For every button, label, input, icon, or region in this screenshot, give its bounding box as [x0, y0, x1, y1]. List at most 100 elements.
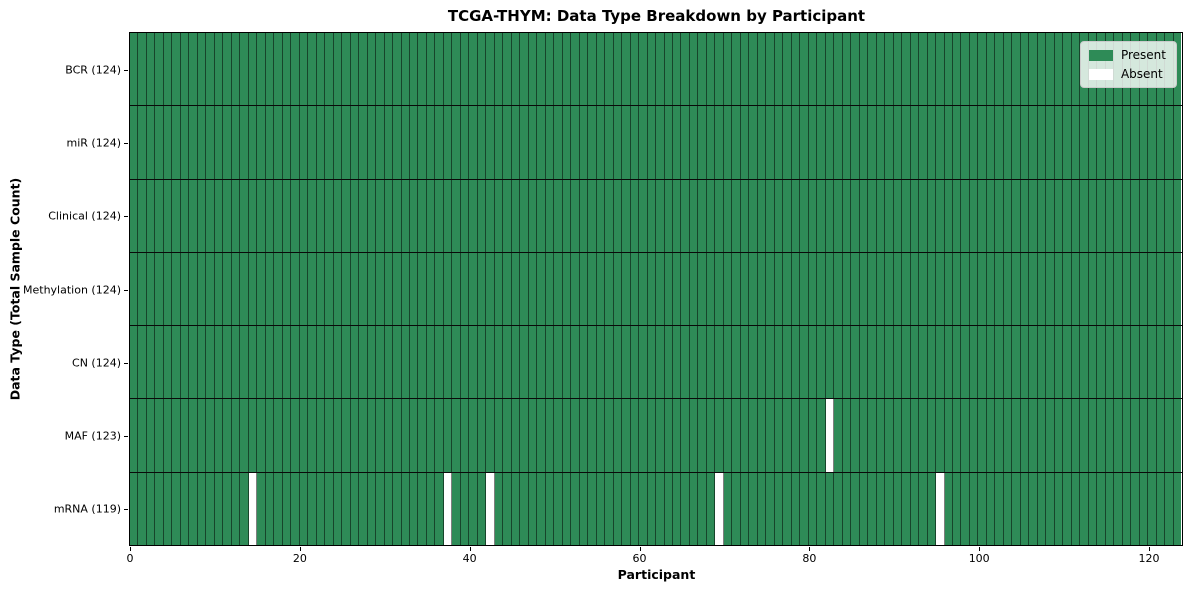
cell-present: [316, 252, 326, 326]
cell-present: [622, 472, 631, 545]
cell-present: [503, 106, 512, 179]
cell-present: [630, 106, 640, 179]
cell-present: [656, 399, 665, 472]
cell-present: [893, 179, 903, 252]
cell-present: [757, 472, 767, 545]
cell-present: [834, 252, 843, 326]
cell-present: [978, 252, 987, 326]
cell-present: [885, 179, 894, 252]
cell-present: [520, 472, 529, 545]
cell-present: [562, 399, 572, 472]
cell-present: [1054, 326, 1064, 399]
cell-present: [1063, 106, 1072, 179]
cell-present: [1063, 472, 1072, 545]
cell-present: [282, 252, 292, 326]
cell-present: [265, 252, 275, 326]
cell-present: [435, 472, 444, 545]
cell-present: [622, 399, 631, 472]
cell-present: [766, 399, 775, 472]
cell-present: [469, 33, 478, 106]
cell-present: [231, 106, 241, 179]
cell-present: [859, 106, 869, 179]
cell-present: [1156, 472, 1166, 545]
cell-present: [689, 179, 699, 252]
cell-present: [893, 106, 903, 179]
cell-present: [605, 179, 614, 252]
cell-present: [1097, 252, 1106, 326]
y-tick-mark: [124, 509, 128, 511]
cell-present: [1012, 472, 1021, 545]
cell-present: [1114, 252, 1123, 326]
cell-present: [986, 106, 996, 179]
cell-present: [732, 33, 741, 106]
cell-present: [189, 252, 198, 326]
cell-present: [1131, 252, 1140, 326]
cell-present: [961, 33, 970, 106]
cell-present: [393, 106, 402, 179]
cell-present: [749, 33, 758, 106]
cell-present: [749, 399, 758, 472]
cell-present: [180, 472, 190, 545]
cell-present: [944, 33, 953, 106]
cell-present: [1148, 106, 1157, 179]
cell-present: [876, 179, 886, 252]
cell-present: [274, 326, 283, 399]
cell-present: [681, 472, 690, 545]
cell-present: [706, 326, 716, 399]
cell-present: [664, 252, 673, 326]
cell-present: [842, 399, 852, 472]
cell-present: [155, 106, 164, 179]
cell-present: [172, 399, 181, 472]
cell-present: [172, 106, 181, 179]
cell-present: [808, 179, 818, 252]
cell-present: [732, 252, 741, 326]
cell-present: [350, 399, 360, 472]
cell-present: [1173, 106, 1182, 179]
cell-present: [350, 179, 360, 252]
cell-present: [1029, 252, 1038, 326]
cell-present: [791, 252, 801, 326]
cell-present: [452, 252, 461, 326]
cell-present: [876, 106, 886, 179]
legend-item-present: Present: [1088, 48, 1166, 62]
cell-present: [554, 252, 563, 326]
heatmap-row-mrna: [130, 471, 1182, 545]
cell-present: [698, 399, 707, 472]
cell-present: [426, 33, 436, 106]
cell-present: [825, 179, 835, 252]
cell-present: [1105, 326, 1115, 399]
cell-present: [214, 252, 224, 326]
cell-present: [1063, 252, 1072, 326]
cell-present: [393, 252, 402, 326]
cell-present: [291, 472, 300, 545]
legend: Present Absent: [1079, 41, 1177, 88]
cell-present: [163, 33, 173, 106]
cell-present: [367, 326, 377, 399]
cell-present: [1071, 33, 1081, 106]
cell-present: [545, 106, 555, 179]
cell-present: [715, 326, 724, 399]
cell-present: [460, 106, 470, 179]
cell-present: [155, 326, 164, 399]
cell-present: [537, 106, 546, 179]
cell-present: [851, 106, 860, 179]
cell-present: [1003, 106, 1013, 179]
cell-present: [418, 472, 427, 545]
cell-present: [817, 106, 826, 179]
cell-present: [1054, 33, 1064, 106]
cell-present: [766, 179, 775, 252]
cell-present: [791, 326, 801, 399]
cell-present: [774, 252, 784, 326]
cell-present: [859, 179, 869, 252]
cell-present: [435, 326, 444, 399]
cell-present: [342, 472, 351, 545]
cell-present: [647, 179, 657, 252]
x-tick-label: 120: [1138, 552, 1160, 565]
cell-present: [308, 399, 317, 472]
cell-present: [842, 33, 852, 106]
cell-present: [1097, 472, 1106, 545]
cell-present: [681, 252, 690, 326]
cell-present: [1046, 472, 1055, 545]
cell-present: [605, 399, 614, 472]
cell-present: [851, 326, 860, 399]
